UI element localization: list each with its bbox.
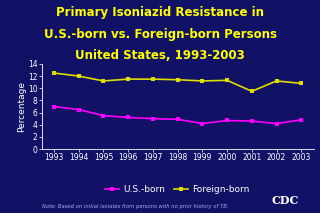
Legend: U.S.-born, Foreign-born: U.S.-born, Foreign-born (102, 181, 253, 197)
Text: CDC: CDC (271, 195, 299, 206)
Y-axis label: Percentage: Percentage (17, 81, 27, 132)
Text: United States, 1993-2003: United States, 1993-2003 (75, 49, 245, 62)
Text: Note: Based on initial isolates from persons with no prior history of TB.: Note: Based on initial isolates from per… (42, 204, 228, 209)
Text: Primary Isoniazid Resistance in: Primary Isoniazid Resistance in (56, 6, 264, 19)
Text: U.S.-born vs. Foreign-born Persons: U.S.-born vs. Foreign-born Persons (44, 28, 276, 41)
